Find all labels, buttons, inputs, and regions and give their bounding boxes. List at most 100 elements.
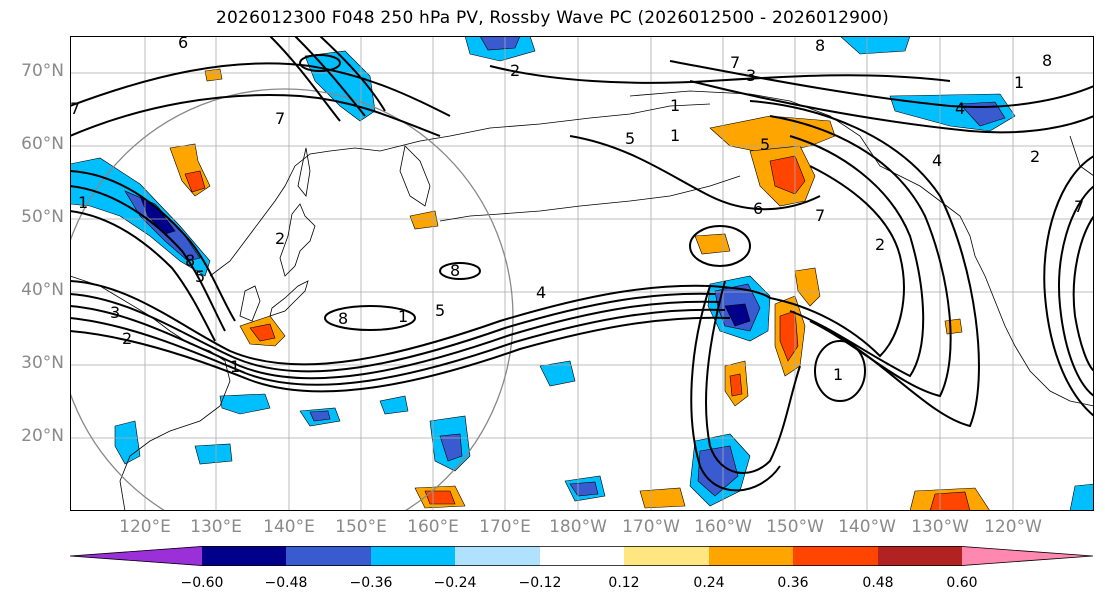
pv-contour xyxy=(439,262,481,280)
contour-label: 5 xyxy=(195,267,205,286)
japan-coastline xyxy=(269,280,309,317)
anomaly-fill-layer xyxy=(70,36,1094,511)
contour-labels: 2 3 8 5 8 1 1 7 6 5 8 7 1 2 5 1 4 7 6 8 … xyxy=(70,36,1084,384)
lon-label-150e: 150°E xyxy=(335,517,387,537)
pv-contour xyxy=(70,62,451,117)
positive-anomaly-region xyxy=(929,491,971,511)
negative-anomaly-region xyxy=(439,433,463,462)
pv-contours xyxy=(70,36,1094,492)
pv-contour xyxy=(70,316,731,393)
korea-coastline xyxy=(239,285,261,322)
negative-anomaly-region xyxy=(219,393,271,415)
colorbar-tick-label: 0.12 xyxy=(608,575,640,591)
contour-label: 4 xyxy=(536,283,546,302)
pv-contour xyxy=(1058,185,1094,397)
positive-anomaly-region xyxy=(639,487,686,509)
contour-label: 2 xyxy=(275,229,285,248)
contour-label: 1 xyxy=(670,126,680,145)
contour-label: 4 xyxy=(932,151,942,170)
negative-anomaly-region xyxy=(959,101,1006,127)
positive-anomaly-region xyxy=(944,318,963,335)
pv-contour xyxy=(569,135,821,211)
asia-coastline xyxy=(209,103,711,277)
contour-label: 8 xyxy=(450,261,460,280)
positive-anomaly-region xyxy=(729,373,743,397)
pv-contour xyxy=(789,135,925,378)
colorbar-segment xyxy=(962,546,1093,566)
contour-label: 7 xyxy=(70,99,80,118)
colorbar-segment xyxy=(624,546,709,566)
colorbar-tick-label: 0.36 xyxy=(777,575,809,591)
pv-contour xyxy=(294,36,366,117)
negative-anomaly-region xyxy=(569,481,599,497)
contour-label: 1 xyxy=(1014,73,1024,92)
contour-label: 8 xyxy=(185,251,195,270)
pv-contour xyxy=(70,185,226,332)
contour-label: 4 xyxy=(955,99,965,118)
positive-anomaly-region xyxy=(249,323,276,342)
pv-contour xyxy=(70,308,726,386)
colorbar-segment xyxy=(455,546,540,566)
contour-label: 2 xyxy=(875,235,885,254)
colorbar-tick-label: 0.60 xyxy=(946,575,978,591)
pv-contour xyxy=(1072,215,1094,372)
colorbar-segment xyxy=(202,546,286,566)
colorbar-segment xyxy=(540,546,624,566)
colorbar-outline xyxy=(70,546,1094,566)
lat-label-70: 70°N xyxy=(21,61,64,81)
negative-anomaly-region xyxy=(697,445,739,497)
positive-anomaly-region xyxy=(204,68,223,82)
map-panel: 2 3 8 5 8 1 1 7 6 5 8 7 1 2 5 1 4 7 6 8 … xyxy=(70,36,1094,511)
pv-contour xyxy=(689,80,1094,134)
pv-contour xyxy=(769,165,905,358)
pv-contour xyxy=(70,292,716,373)
negative-anomaly-region xyxy=(479,36,521,51)
contour-label: 7 xyxy=(275,109,285,128)
contour-label: 5 xyxy=(760,135,770,154)
negative-anomaly-region xyxy=(839,36,911,55)
contour-label: 1 xyxy=(78,193,88,212)
positive-anomaly-region xyxy=(409,210,439,230)
contour-label: 7 xyxy=(1074,197,1084,216)
negative-anomaly-region xyxy=(539,360,576,387)
colorbar-segment xyxy=(70,546,202,566)
lon-label-140w: 140°W xyxy=(838,517,896,537)
colorbar-tick-label: −0.36 xyxy=(349,575,393,591)
contour-label: 6 xyxy=(178,36,188,52)
pv-contour xyxy=(749,100,980,428)
pv-contour xyxy=(705,280,801,474)
kamchatka-coastline xyxy=(399,145,431,207)
contour-label: 1 xyxy=(398,307,408,326)
lat-label-30: 30°N xyxy=(21,353,64,373)
lat-label-60: 60°N xyxy=(21,134,64,154)
colorbar-segment xyxy=(878,546,962,566)
lon-label-160e: 160°E xyxy=(407,517,459,537)
pv-contour xyxy=(70,300,721,380)
negative-anomaly-region xyxy=(1069,483,1094,511)
lon-label-150w: 150°W xyxy=(766,517,824,537)
colorbar xyxy=(70,546,1094,566)
map-title: 2026012300 F048 250 hPa PV, Rossby Wave … xyxy=(216,8,889,28)
contour-label: 3 xyxy=(110,303,120,322)
colorbar-tick-label: 0.48 xyxy=(862,575,894,591)
contour-label: 2 xyxy=(1030,147,1040,166)
lat-label-20: 20°N xyxy=(21,426,64,446)
negative-anomaly-region xyxy=(309,410,331,422)
contour-label: 7 xyxy=(815,206,825,225)
graticule xyxy=(70,36,1094,511)
negative-anomaly-region xyxy=(379,395,409,415)
colorbar-tick-label: 0.24 xyxy=(693,575,725,591)
lon-label-120w: 120°W xyxy=(984,517,1042,537)
pv-contour xyxy=(489,65,951,84)
colorbar-segment xyxy=(371,546,455,566)
negative-anomaly-region xyxy=(724,303,751,327)
contour-label: 1 xyxy=(833,365,843,384)
pv-contour xyxy=(689,225,751,267)
positive-anomaly-region xyxy=(794,267,821,307)
colorbar-tick-label: −0.24 xyxy=(433,575,477,591)
pv-contour xyxy=(319,36,386,112)
map-frame xyxy=(70,36,1094,511)
lon-label-170e: 170°E xyxy=(479,517,531,537)
colorbar-segment xyxy=(286,546,371,566)
contour-label: 8 xyxy=(815,36,825,55)
